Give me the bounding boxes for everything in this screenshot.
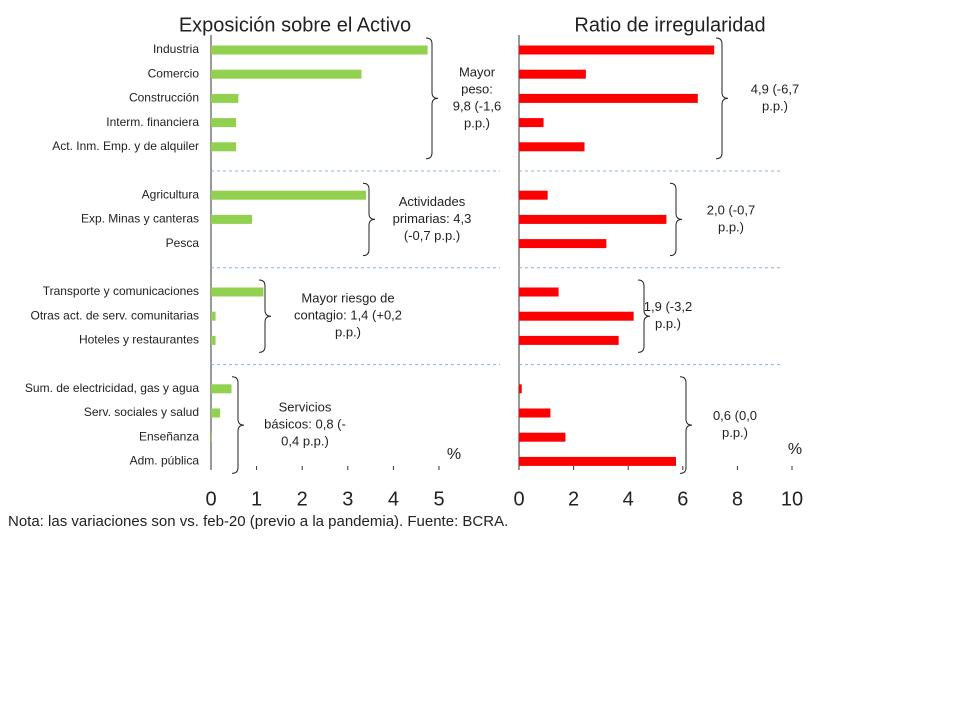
bar bbox=[211, 45, 428, 55]
x-tick-label: 10 bbox=[781, 488, 803, 510]
category-label: Construcción bbox=[129, 91, 199, 105]
x-tick-label: 5 bbox=[433, 488, 444, 510]
bar bbox=[519, 335, 619, 345]
bar bbox=[211, 384, 232, 394]
group-annotation: contagio: 1,4 (+0,2 bbox=[294, 308, 402, 323]
group-annotation: 4,9 (-6,7 bbox=[751, 81, 799, 96]
group-annotation: 0,4 p.p.) bbox=[281, 434, 329, 449]
group-annotation: p.p.) bbox=[722, 425, 748, 440]
x-tick-label: 4 bbox=[388, 488, 399, 510]
brace bbox=[679, 376, 693, 474]
category-label: Comercio bbox=[148, 66, 200, 80]
group-annotation: Actividades bbox=[399, 194, 466, 209]
bar bbox=[519, 287, 559, 297]
bar bbox=[519, 384, 522, 394]
category-label: Agricultura bbox=[142, 187, 200, 201]
bar bbox=[211, 335, 216, 345]
category-label: Transporte y comunicaciones bbox=[43, 284, 199, 298]
group-annotation: p.p.) bbox=[655, 316, 681, 331]
group-annotation: 2,0 (-0,7 bbox=[707, 202, 755, 217]
brace bbox=[669, 182, 683, 257]
bar bbox=[211, 214, 253, 224]
category-label: Exp. Minas y canteras bbox=[81, 212, 199, 226]
bar bbox=[211, 118, 237, 128]
note: Nota: las variaciones son vs. feb-20 (pr… bbox=[8, 513, 508, 530]
bar bbox=[519, 45, 715, 55]
bar bbox=[519, 69, 586, 79]
category-label: Industria bbox=[153, 42, 199, 56]
group-annotation: p.p.) bbox=[762, 98, 788, 113]
x-tick-label: 0 bbox=[513, 488, 524, 510]
bar bbox=[519, 93, 698, 103]
brace bbox=[258, 279, 272, 353]
bar bbox=[211, 432, 212, 442]
bar bbox=[519, 214, 667, 224]
chart-title: Exposición sobre el Activo bbox=[179, 14, 411, 36]
bar bbox=[211, 408, 221, 418]
group-annotation: primarias: 4,3 bbox=[393, 211, 472, 226]
chart-title: Ratio de irregularidad bbox=[574, 14, 765, 36]
x-tick-label: 1 bbox=[251, 488, 262, 510]
bar bbox=[519, 239, 607, 249]
unit-label: % bbox=[788, 441, 802, 458]
x-tick-label: 8 bbox=[732, 488, 743, 510]
group-annotation: 9,8 (-1,6 bbox=[453, 98, 501, 113]
bar bbox=[519, 432, 566, 442]
bar bbox=[211, 142, 237, 152]
category-label: Act. Inm. Emp. y de alquiler bbox=[52, 139, 199, 153]
bar bbox=[519, 118, 544, 128]
bar bbox=[211, 69, 362, 79]
group-annotation: (-0,7 p.p.) bbox=[404, 228, 460, 243]
category-label: Adm. pública bbox=[130, 454, 200, 468]
bar bbox=[519, 408, 551, 418]
bar bbox=[519, 142, 585, 152]
group-annotation: Mayor bbox=[459, 64, 496, 79]
group-annotation: Servicios bbox=[279, 400, 332, 415]
bar bbox=[519, 456, 676, 466]
bar bbox=[211, 311, 216, 321]
brace bbox=[231, 376, 245, 474]
category-label: Pesca bbox=[166, 236, 200, 250]
x-tick-label: 6 bbox=[677, 488, 688, 510]
category-label: Serv. sociales y salud bbox=[84, 405, 199, 419]
group-annotation: peso: bbox=[461, 81, 493, 96]
bar bbox=[211, 93, 239, 103]
group-annotation: p.p.) bbox=[718, 219, 744, 234]
category-label: Hoteles y restaurantes bbox=[79, 333, 199, 347]
x-tick-label: 2 bbox=[568, 488, 579, 510]
x-tick-label: 2 bbox=[297, 488, 308, 510]
unit-label: % bbox=[447, 446, 461, 463]
x-tick-label: 0 bbox=[205, 488, 216, 510]
group-annotation: 0,6 (0,0 bbox=[713, 408, 757, 423]
category-label: Otras act. de serv. comunitarias bbox=[30, 308, 199, 322]
bar bbox=[211, 190, 367, 200]
category-label: Interm. financiera bbox=[106, 115, 199, 129]
group-annotation: 1,9 (-3,2 bbox=[644, 299, 692, 314]
brace bbox=[362, 182, 376, 257]
bar bbox=[519, 190, 548, 200]
x-tick-label: 3 bbox=[342, 488, 353, 510]
x-tick-label: 4 bbox=[623, 488, 634, 510]
group-annotation: Mayor riesgo de bbox=[301, 291, 394, 306]
bar bbox=[211, 287, 264, 297]
brace bbox=[425, 37, 439, 160]
bar bbox=[519, 311, 634, 321]
brace bbox=[715, 37, 729, 160]
brace bbox=[637, 279, 651, 353]
group-annotation: p.p.) bbox=[464, 115, 490, 130]
group-annotation: p.p.) bbox=[335, 325, 361, 340]
category-label: Enseñanza bbox=[139, 429, 199, 443]
category-label: Sum. de electricidad, gas y agua bbox=[25, 381, 199, 395]
group-annotation: básicos: 0,8 (- bbox=[264, 417, 346, 432]
